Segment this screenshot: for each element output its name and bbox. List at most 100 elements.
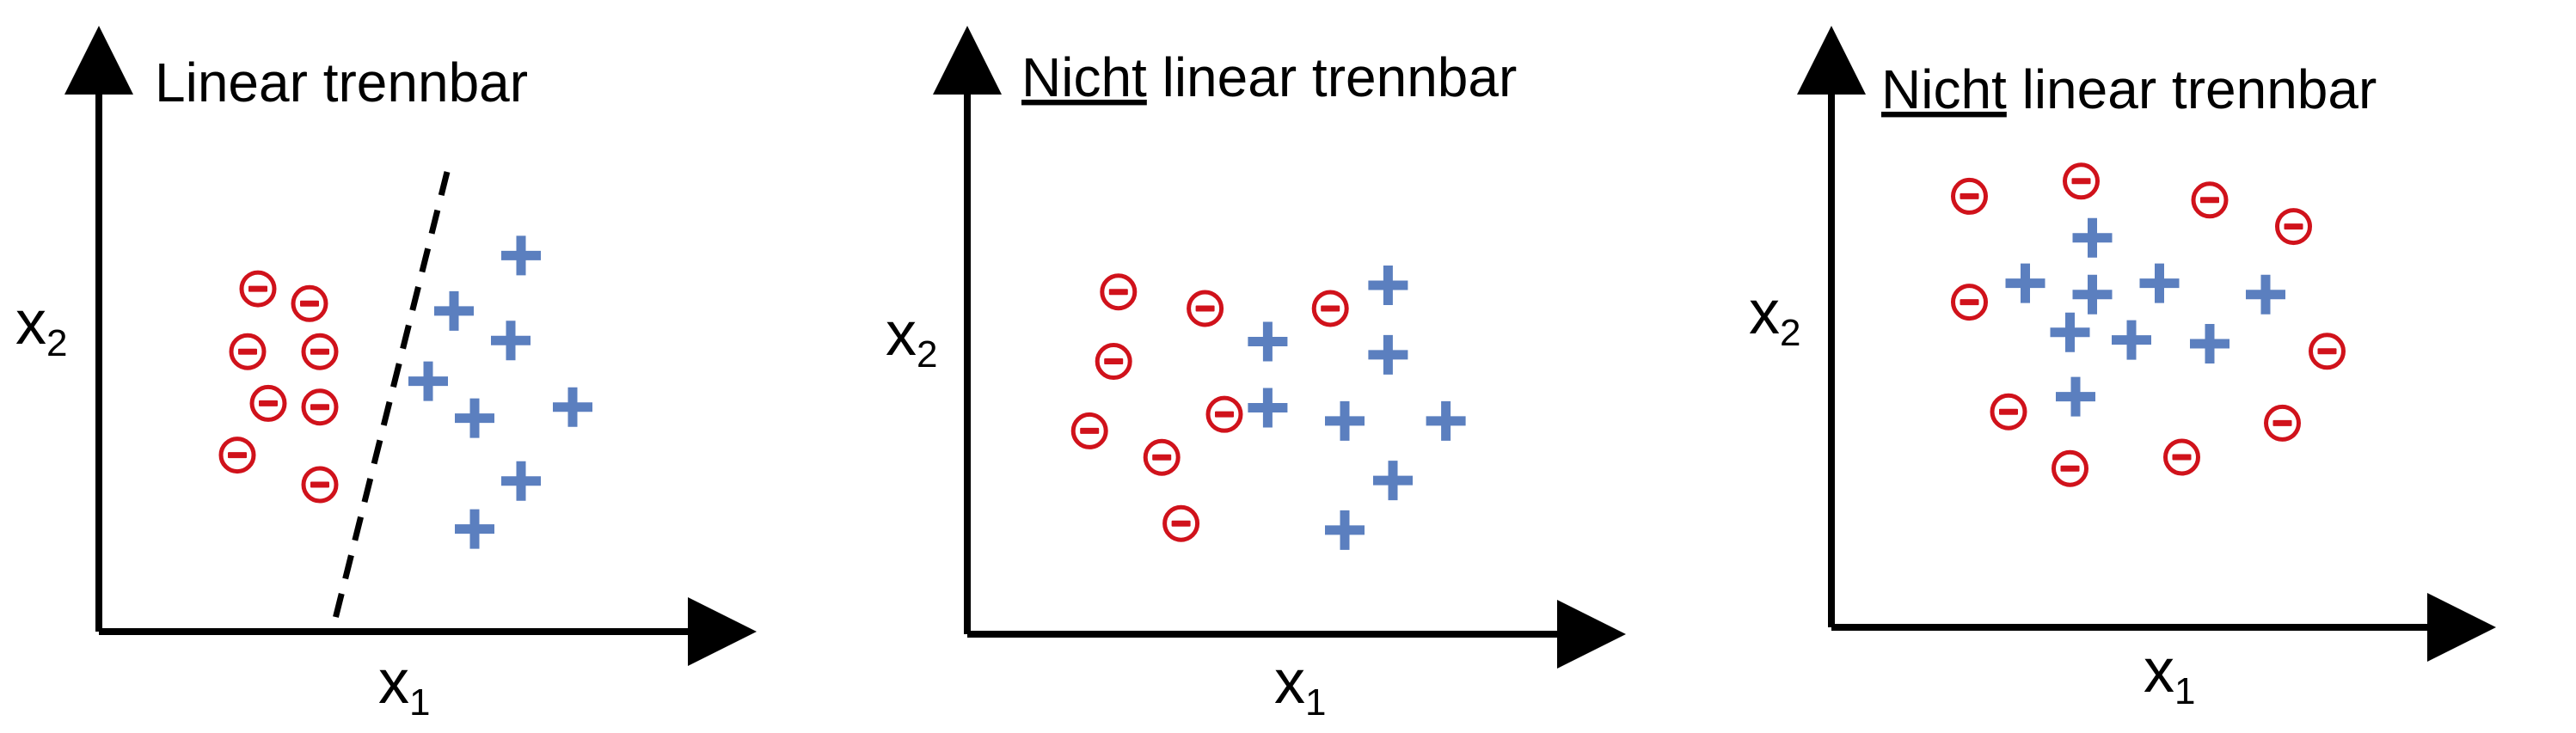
negative-point	[1070, 412, 1108, 449]
negative-point	[2052, 449, 2088, 487]
positive-point-plus-icon	[2112, 320, 2151, 360]
y-axis-label-sub: 2	[1780, 312, 1800, 354]
y-axis-label: x2	[1749, 278, 1800, 354]
positive-point-plus-icon	[2050, 312, 2090, 352]
positive-point-plus-icon	[455, 398, 494, 438]
positive-point-plus-icon	[2072, 274, 2113, 315]
positive-point-plus-icon	[2139, 263, 2180, 303]
negative-point	[1951, 177, 1988, 215]
y-axis-label-sub: 2	[917, 333, 937, 376]
positive-point-plus-icon	[2056, 376, 2095, 417]
y-axis-label-main: x	[886, 300, 917, 369]
negative-point	[239, 270, 277, 308]
title-rest: Linear trennbar	[155, 52, 528, 113]
positive-point-plus-icon	[408, 361, 448, 401]
positive-point-plus-icon	[1325, 510, 1365, 550]
positive-point-plus-icon	[553, 387, 592, 427]
negative-point	[218, 437, 256, 474]
positive-point-plus-icon	[434, 290, 474, 331]
minus-icon	[2284, 223, 2303, 230]
negative-point	[2275, 208, 2312, 246]
minus-icon	[1104, 358, 1124, 365]
y-axis-label-sub: 2	[46, 322, 67, 364]
negative-point	[2309, 333, 2346, 370]
positive-point-plus-icon	[1373, 461, 1413, 501]
minus-icon	[2172, 454, 2192, 461]
x-axis-label-main: x	[1274, 648, 1305, 717]
minus-icon	[1108, 289, 1128, 296]
minus-icon	[310, 404, 329, 411]
negative-point	[1990, 393, 2027, 431]
minus-icon	[1195, 305, 1215, 312]
negative-point	[2163, 438, 2200, 476]
negative-point	[1311, 290, 1349, 327]
positive-point-plus-icon	[1426, 400, 1466, 441]
positive-point-plus-icon	[1325, 400, 1365, 441]
negative-point	[1205, 395, 1243, 433]
minus-icon	[2317, 348, 2337, 355]
negative-point	[1095, 343, 1132, 381]
y-axis-label: x2	[15, 289, 67, 364]
negative-point	[1187, 290, 1224, 327]
title-underlined-word: Nicht	[1881, 58, 2007, 120]
x-axis-label-main: x	[2144, 637, 2174, 706]
positive-point-plus-icon	[1248, 321, 1288, 362]
positive-point-plus-icon	[2072, 217, 2113, 258]
x-axis-label: x1	[378, 648, 430, 724]
minus-icon	[300, 300, 319, 307]
minus-icon	[2060, 465, 2080, 472]
positive-point-plus-icon	[491, 321, 531, 361]
negative-point	[301, 333, 339, 370]
negative-point	[229, 333, 267, 370]
title-rest: linear trennbar	[2007, 58, 2377, 120]
minus-icon	[310, 348, 329, 355]
negative-point	[2264, 404, 2301, 442]
positive-point-plus-icon	[2005, 263, 2045, 303]
minus-icon	[1152, 454, 1172, 461]
positive-point-plus-icon	[1248, 388, 1288, 428]
positive-point-plus-icon	[501, 461, 541, 501]
x-axis-label-main: x	[378, 648, 409, 717]
y-axis-label-main: x	[1749, 278, 1780, 347]
y-axis-label-main: x	[15, 289, 46, 357]
negative-point	[301, 388, 339, 426]
x-axis-label: x1	[2144, 637, 2195, 712]
negative-point	[301, 466, 339, 504]
negative-point	[1143, 438, 1181, 476]
title-underlined-word: Nicht	[1021, 46, 1147, 108]
positive-point-plus-icon	[2190, 324, 2229, 363]
diagram-title: Nicht linear trennbar	[1021, 46, 1517, 108]
diagram-title: Nicht linear trennbar	[1881, 58, 2377, 120]
minus-icon	[1215, 411, 1234, 418]
diagram-title: Linear trennbar	[155, 52, 528, 113]
positive-point-plus-icon	[455, 509, 494, 549]
minus-icon	[1960, 192, 1979, 199]
x-axis-label: x1	[1274, 648, 1326, 724]
positive-point-plus-icon	[2246, 274, 2285, 315]
negative-point	[2191, 181, 2229, 219]
minus-icon	[248, 285, 267, 292]
minus-icon	[228, 452, 247, 459]
minus-icon	[310, 481, 329, 488]
negative-point	[1100, 273, 1138, 311]
minus-icon	[1960, 299, 1979, 306]
negative-point	[1951, 284, 1988, 321]
title-rest: linear trennbar	[1147, 46, 1517, 108]
negative-point	[1162, 504, 1200, 542]
negative-point	[291, 284, 328, 322]
x-axis-label-sub: 1	[409, 681, 430, 724]
minus-icon	[2071, 178, 2091, 185]
minus-icon	[2272, 419, 2292, 426]
positive-point-plus-icon	[1368, 266, 1408, 305]
positive-point-plus-icon	[501, 235, 541, 276]
minus-icon	[1321, 305, 1340, 312]
minus-icon	[1080, 427, 1100, 434]
minus-icon	[2200, 197, 2219, 204]
minus-icon	[259, 400, 278, 406]
minus-icon	[1171, 520, 1191, 527]
